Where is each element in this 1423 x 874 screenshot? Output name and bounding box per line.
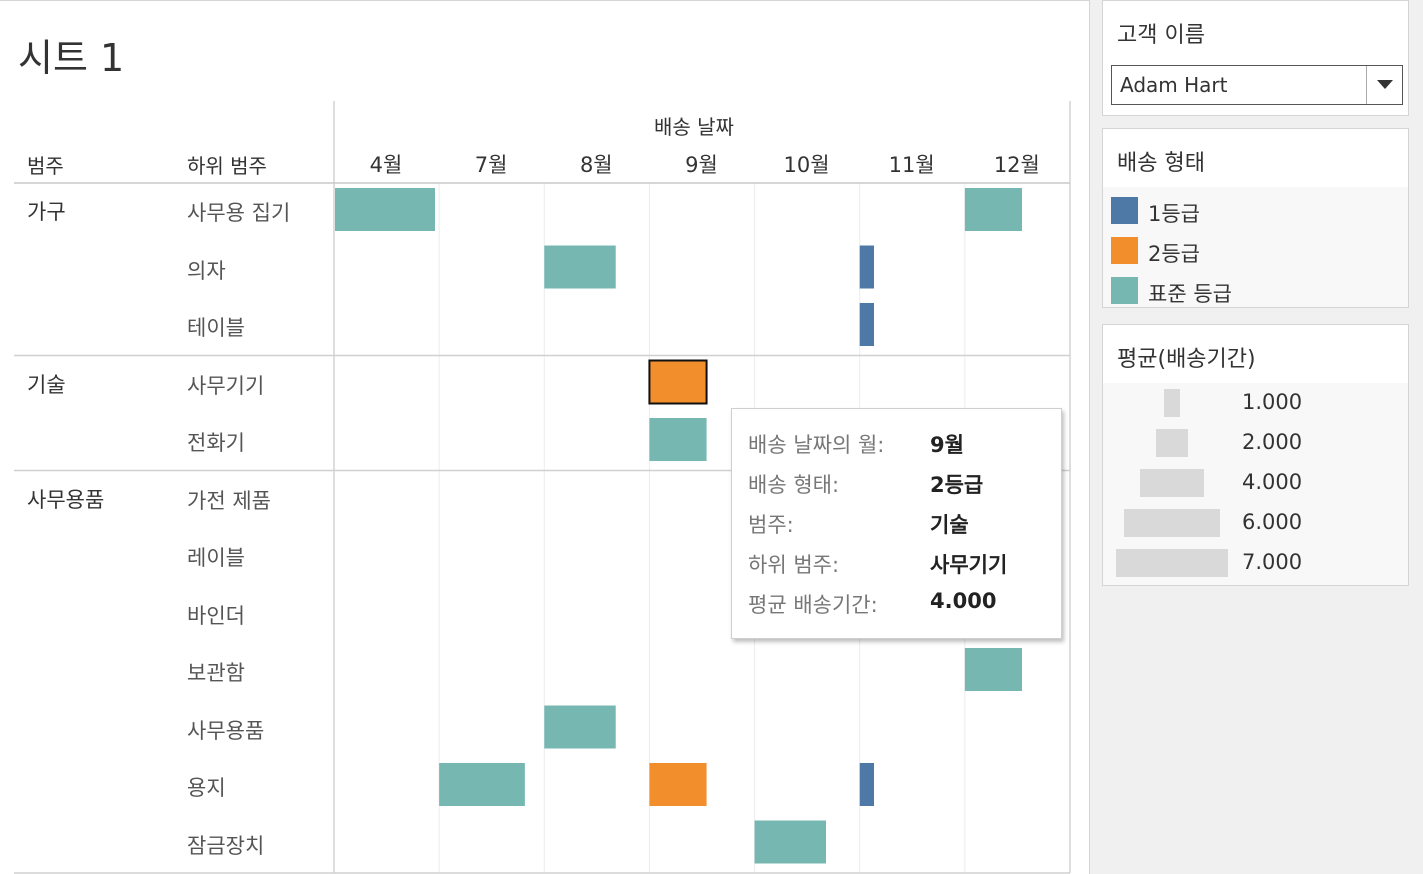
tooltip-value: 4.000 (930, 589, 997, 613)
subcategory-header[interactable]: 하위 범주 (187, 154, 267, 178)
tooltip-value: 9월 (930, 433, 964, 457)
mark-테이블-11월[interactable] (859, 303, 874, 346)
mark-보관함-12월[interactable] (964, 648, 1022, 691)
tooltip-key: 범주: (748, 513, 794, 537)
date-field-header[interactable]: 배송 날짜 (654, 115, 734, 139)
size-legend-label: 1.000 (1242, 390, 1303, 414)
month-header[interactable]: 9월 (685, 153, 718, 177)
month-header[interactable]: 4월 (369, 153, 403, 177)
size-legend-item[interactable]: 7.000 (1103, 549, 1408, 579)
size-legend-item[interactable]: 2.000 (1103, 429, 1408, 459)
subcategory-label[interactable]: 가전 제품 (187, 488, 271, 513)
tooltip-key: 하위 범주: (748, 553, 840, 577)
month-header[interactable]: 7월 (474, 153, 508, 177)
category-header[interactable]: 범주 (27, 154, 64, 178)
tooltip-row: 배송 날짜의 월: 9월 (748, 429, 1048, 459)
size-legend-item[interactable]: 4.000 (1103, 469, 1408, 499)
subcategory-label[interactable]: 잠금장치 (187, 833, 265, 858)
filter-selected-value: Adam Hart (1120, 73, 1228, 97)
tooltip-value: 사무기기 (930, 553, 1008, 577)
subcategory-label[interactable]: 전화기 (187, 431, 245, 455)
mark-용지-11월[interactable] (859, 763, 874, 806)
filter-title: 고객 이름 (1117, 23, 1205, 48)
subcategory-label[interactable]: 용지 (187, 776, 226, 800)
category-label[interactable]: 사무용품 (27, 487, 105, 512)
size-legend-items: 1.000 2.000 4.000 6.000 7.000 (1103, 383, 1408, 585)
mark-전화기-9월[interactable] (649, 418, 707, 461)
color-legend-title: 배송 형태 (1117, 151, 1205, 176)
size-legend-item[interactable]: 6.000 (1103, 509, 1408, 539)
sheet-title: 시트 1 (18, 36, 125, 80)
customer-filter-card: 고객 이름 Adam Hart (1102, 0, 1409, 116)
mark-잠금장치-10월[interactable] (754, 820, 826, 864)
size-legend-label: 4.000 (1242, 470, 1303, 494)
worksheet: 시트 1 범주 하위 범주 배송 날짜 4월 7월 8월 9월 10월 11월 12월 가구… (0, 0, 1090, 874)
subcategory-label[interactable]: 레이블 (187, 546, 245, 570)
category-label[interactable]: 기술 (27, 372, 66, 397)
mark-사무기기-9월[interactable] (648, 359, 708, 405)
tooltip-row: 하위 범주: 사무기기 (748, 549, 1048, 579)
subcategory-label[interactable]: 의자 (187, 258, 226, 283)
tooltip-key: 배송 날짜의 월: (748, 433, 885, 457)
size-swatch (1116, 549, 1228, 577)
size-legend-title: 평균(배송기간) (1117, 347, 1256, 372)
mark-용지-7월[interactable] (439, 763, 525, 806)
tooltip-value: 기술 (930, 513, 969, 537)
size-legend-item[interactable]: 1.000 (1103, 389, 1408, 419)
subcategory-label[interactable]: 보관함 (187, 661, 245, 685)
mark-의자-11월[interactable] (859, 245, 874, 289)
subcategory-label[interactable]: 사무용 집기 (187, 201, 291, 225)
size-legend-label: 7.000 (1242, 550, 1303, 574)
size-legend-label: 6.000 (1242, 510, 1303, 534)
size-swatch (1140, 469, 1204, 497)
month-header[interactable]: 8월 (579, 153, 613, 177)
tooltip-row: 배송 형태: 2등급 (748, 469, 1048, 499)
month-header[interactable]: 12월 (993, 153, 1040, 177)
tooltip-key: 배송 형태: (748, 473, 840, 497)
mark-용지-9월[interactable] (649, 763, 707, 806)
tooltip-row: 평균 배송기간: 4.000 (748, 589, 1048, 619)
size-swatch (1164, 389, 1180, 417)
color-legend-label: 표준 등급 (1148, 282, 1232, 306)
subcategory-label[interactable]: 바인더 (187, 603, 245, 628)
color-swatch (1111, 197, 1138, 224)
mark-사무용품-8월[interactable] (544, 705, 616, 749)
subcategory-label[interactable]: 테이블 (187, 316, 245, 340)
customer-filter-dropdown[interactable]: Adam Hart (1111, 65, 1403, 105)
mark-사무용 집기-4월[interactable] (335, 188, 435, 231)
mark-사무용 집기-12월[interactable] (964, 188, 1022, 231)
tooltip-value: 2등급 (930, 473, 984, 497)
mark-의자-8월[interactable] (544, 245, 616, 289)
color-swatch (1111, 277, 1138, 304)
size-legend-card: 평균(배송기간) 1.000 2.000 4.000 6.000 7.000 (1102, 324, 1409, 586)
month-header[interactable]: 11월 (888, 153, 935, 177)
category-label[interactable]: 가구 (27, 200, 66, 224)
tooltip-row: 범주: 기술 (748, 509, 1048, 539)
subcategory-label[interactable]: 사무용품 (187, 718, 265, 743)
subcategory-label[interactable]: 사무기기 (187, 373, 265, 398)
tooltip-key: 평균 배송기간: (748, 593, 878, 617)
color-legend-label: 1등급 (1148, 202, 1201, 226)
color-legend-label: 2등급 (1148, 242, 1201, 266)
month-header[interactable]: 10월 (783, 153, 830, 177)
color-swatch (1111, 237, 1138, 264)
size-swatch (1124, 509, 1220, 537)
size-swatch (1156, 429, 1188, 457)
size-legend-label: 2.000 (1242, 430, 1303, 454)
chevron-down-icon[interactable] (1366, 66, 1402, 104)
